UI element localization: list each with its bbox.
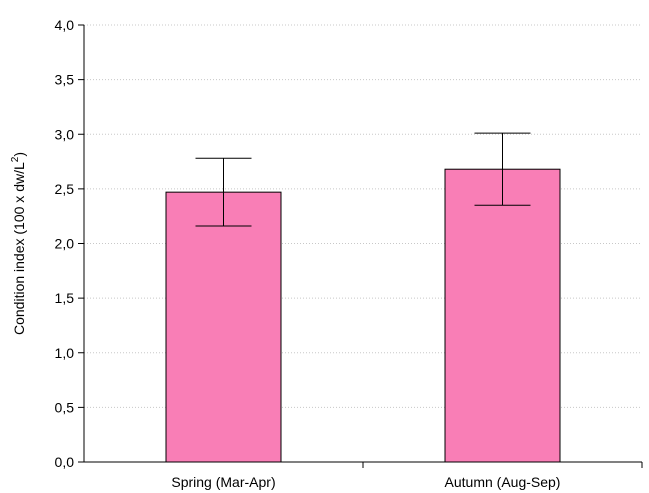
x-category-label: Spring (Mar-Apr)	[171, 474, 275, 490]
x-axis-labels: Spring (Mar-Apr) Autumn (Aug-Sep)	[171, 474, 560, 490]
y-axis-label-superscript: 2	[10, 156, 21, 162]
bar	[444, 168, 561, 463]
error-bars	[195, 132, 531, 227]
y-axis-ticks: 0,0 0,5 1,0 1,5 2,0 2,5 3,0 3,5 4,0	[55, 17, 84, 470]
y-tick-label: 2,5	[55, 181, 75, 197]
y-axis-label-suffix: )	[11, 152, 27, 157]
y-tick-label: 0,0	[55, 454, 75, 470]
y-axis-label: Condition index (100 x dw/L2)	[10, 152, 27, 335]
y-tick-label: 3,5	[55, 72, 75, 88]
x-category-label: Autumn (Aug-Sep)	[445, 474, 561, 490]
y-tick-label: 1,0	[55, 345, 75, 361]
y-tick-label: 0,5	[55, 399, 75, 415]
bars	[165, 168, 561, 463]
y-tick-label: 2,0	[55, 236, 75, 252]
y-axis-label-main: Condition index (100 x dw/L	[11, 162, 27, 335]
y-tick-label: 3,0	[55, 126, 75, 142]
bar	[165, 191, 282, 463]
y-tick-label: 4,0	[55, 17, 75, 33]
y-tick-label: 1,5	[55, 290, 75, 306]
